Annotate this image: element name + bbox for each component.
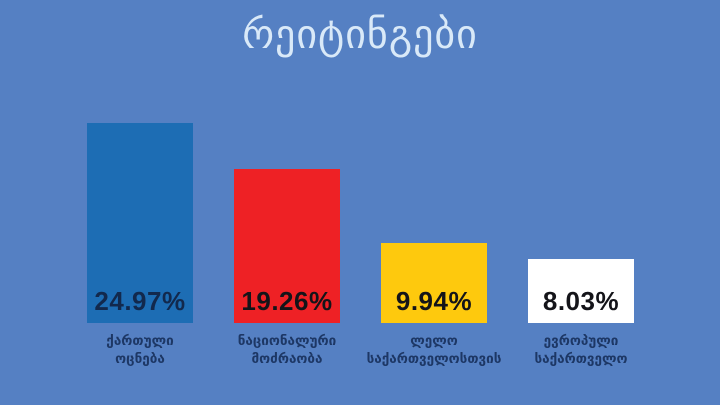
bar: 9.94%: [381, 243, 487, 323]
bar: 19.26%: [234, 169, 340, 323]
chart-title: რეიტინგები: [242, 12, 478, 58]
bar-category-label: ქართული ოცნება: [50, 332, 230, 368]
bar: 24.97%: [87, 123, 193, 323]
bar: 8.03%: [528, 259, 634, 323]
bar-category-label-line: საქართველო: [534, 351, 628, 368]
bar-value-label: 9.94%: [395, 286, 473, 316]
bar-category-label: ნაციონალური მოძრაობა: [197, 332, 377, 368]
bar-category-label-line: საქართველოსთვის: [366, 351, 502, 368]
bar-category-label-line: ქართული: [106, 333, 174, 349]
bar-category-label-line: მოძრაობა: [251, 351, 323, 368]
bar-value-label: 8.03%: [542, 286, 620, 316]
bar-category-label-line: ლელო: [410, 333, 458, 349]
bar-value-label: 19.26%: [241, 286, 333, 316]
bar-category-label-line: ნაციონალური: [237, 333, 337, 349]
bar-value-label: 24.97%: [94, 286, 186, 316]
bar-category-label-line: ოცნება: [115, 351, 165, 368]
bar-category-label: ლელო საქართველოსთვის: [344, 332, 524, 368]
bar-chart: 24.97% 19.26% 9.94% 8.03%: [87, 123, 634, 323]
bar-category-label-line: ევროპული: [543, 333, 619, 349]
bar-category-label: ევროპული საქართველო: [491, 332, 671, 368]
